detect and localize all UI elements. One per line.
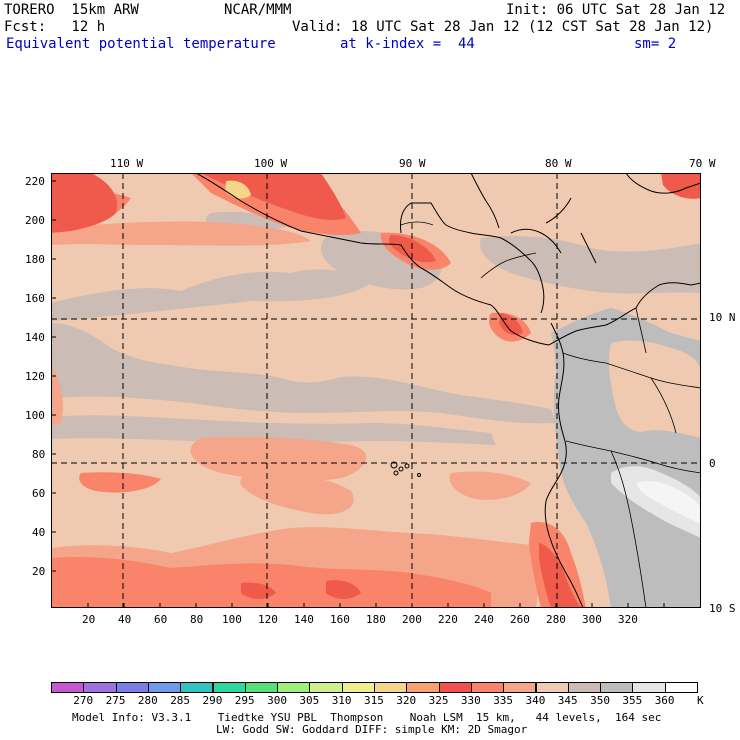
colorbar-swatch — [147, 682, 182, 693]
colorbar-swatch — [406, 682, 440, 693]
field-name: Equivalent potential temperature — [6, 36, 276, 52]
colorbar-label: 275 — [105, 694, 126, 707]
andes-light — [611, 466, 701, 538]
y-tick: 20 — [32, 565, 46, 578]
colorbar-label: 335 — [493, 694, 514, 707]
colorbar-swatch — [277, 682, 311, 693]
colorbar-label: 325 — [428, 694, 449, 707]
x-tick: 220 — [438, 613, 458, 626]
y-tick: 180 — [25, 253, 45, 266]
theta-e-map — [51, 173, 701, 608]
colorbar-label: 285 — [170, 694, 191, 707]
model-info-line2: LW: Godd SW: Goddard DIFF: simple KM: 2D… — [216, 723, 528, 736]
colorbar-swatch — [664, 682, 698, 693]
colorbar-label: 350 — [590, 694, 610, 707]
x-tick: 80 — [190, 613, 204, 626]
colorbar-label: 320 — [396, 694, 417, 707]
colorbar-label: 345 — [557, 694, 578, 707]
colorbar-label: 355 — [622, 694, 643, 707]
colorbar-label: 340 — [525, 694, 546, 707]
borders — [400, 221, 701, 608]
lon-label-70w: 70 W — [689, 157, 716, 170]
x-tick: 120 — [258, 613, 278, 626]
colorbar-swatch — [244, 682, 279, 693]
x-tick: 300 — [582, 613, 602, 626]
y-tick: 200 — [25, 214, 45, 227]
y-tick: 100 — [25, 409, 45, 422]
amazon-tan — [608, 340, 701, 438]
x-tick: 200 — [402, 613, 422, 626]
x-tick: 260 — [510, 613, 530, 626]
colorbar-label: 330 — [460, 694, 481, 707]
lat-label-10s: 10 S — [709, 602, 736, 615]
galapagos-islands — [390, 461, 421, 477]
level-label: at k-index = 44 — [340, 36, 475, 52]
colorbar-swatch — [567, 682, 602, 693]
colorbar-label: 290 — [202, 694, 223, 707]
y-tick: 60 — [32, 487, 46, 500]
y-tick: 140 — [25, 331, 45, 344]
colorbar-swatch — [374, 682, 408, 693]
smoothing-label: sm= 2 — [634, 36, 677, 52]
graticule — [51, 173, 701, 608]
model-info-line1: Model Info: V3.3.1 Tiedtke YSU PBL Thomp… — [72, 711, 662, 724]
colorbar-label: 310 — [331, 694, 352, 707]
colorbar-swatch — [438, 682, 472, 693]
x-tick: 100 — [222, 613, 242, 626]
colorbar-unit: K — [697, 694, 704, 707]
colorbar-label: 270 — [73, 694, 94, 707]
colorbar-swatch — [503, 682, 537, 693]
x-tick: 180 — [366, 613, 386, 626]
x-tick: 280 — [546, 613, 566, 626]
x-tick: 40 — [118, 613, 132, 626]
colorbar-label: 300 — [267, 694, 287, 707]
x-tick: 240 — [474, 613, 494, 626]
colorbar-label: 295 — [234, 694, 255, 707]
lat-label-0: 0 — [709, 457, 716, 470]
colorbar-swatch — [341, 682, 375, 693]
grey-patch — [626, 561, 691, 608]
lon-label-100w: 100 W — [254, 157, 288, 170]
colorbar-swatch — [470, 682, 505, 693]
x-tick: 320 — [618, 613, 638, 626]
y-tick: 160 — [25, 292, 45, 305]
forecast-hour: Fcst: 12 h — [4, 19, 106, 35]
organization-label: NCAR/MMM — [224, 2, 292, 18]
colorbar-swatch — [115, 682, 149, 693]
model-name: TORERO 15km ARW — [4, 2, 139, 18]
valid-time: Valid: 18 UTC Sat 28 Jan 12 (12 CST Sat … — [292, 19, 714, 35]
colorbar-swatch — [212, 682, 246, 693]
coastlines — [195, 173, 701, 608]
colorbar-label: 360 — [654, 694, 675, 707]
field-325-spot — [225, 180, 251, 199]
colorbar-swatch — [180, 682, 214, 693]
lon-label-90w: 90 W — [399, 157, 426, 170]
y-tick: 40 — [32, 526, 46, 539]
x-tick: 160 — [330, 613, 350, 626]
lon-label-80w: 80 W — [545, 157, 572, 170]
colorbar-swatch — [83, 682, 117, 693]
colorbar-swatch — [309, 682, 343, 693]
y-tick: 80 — [32, 448, 46, 461]
y-tick: 120 — [25, 370, 45, 383]
colorbar-swatch — [535, 682, 569, 693]
colorbar-swatch — [632, 682, 666, 693]
colorbar-swatch — [600, 682, 634, 693]
y-tick: 220 — [25, 175, 45, 188]
colorbar-label: 305 — [299, 694, 320, 707]
colorbar-swatch — [51, 682, 85, 693]
lat-label-10n: 10 N — [709, 311, 736, 324]
lon-label-110w: 110 W — [110, 157, 144, 170]
colorbar-label: 315 — [364, 694, 384, 707]
colorbar-label: 280 — [137, 694, 158, 707]
x-tick: 20 — [82, 613, 96, 626]
andes-white — [636, 480, 701, 525]
x-tick: 60 — [154, 613, 168, 626]
init-time: Init: 06 UTC Sat 28 Jan 12 — [506, 2, 726, 18]
x-tick: 140 — [294, 613, 314, 626]
